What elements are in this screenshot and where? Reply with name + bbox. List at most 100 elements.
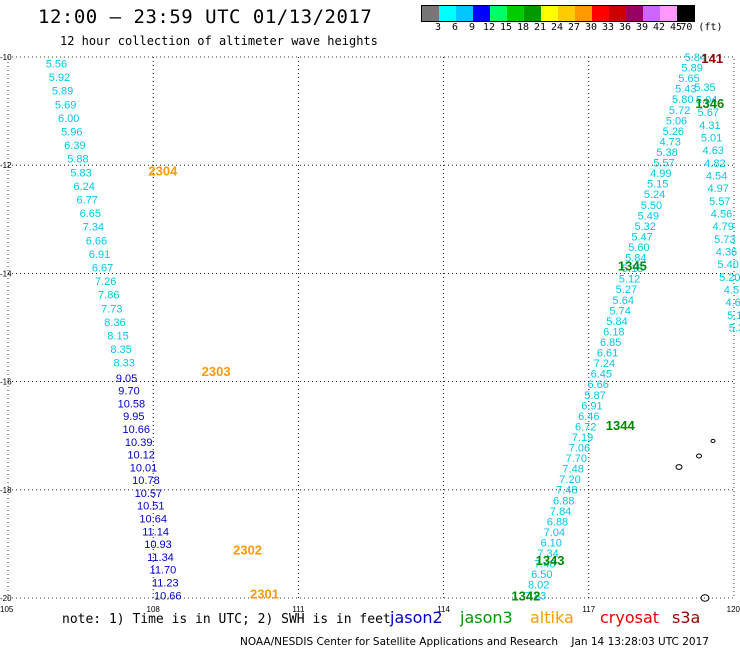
wave-height-value: 5.35: [694, 82, 715, 94]
colorbar-tick-label: 70 (ft): [680, 22, 723, 33]
wave-height-value: 5.72: [669, 105, 690, 117]
colorbar-tick-label: 33: [601, 22, 615, 33]
colorbar-tick-label: 21: [533, 22, 547, 33]
colorbar-tick-label: 12: [482, 22, 496, 33]
wave-height-value: 7.84: [550, 506, 571, 518]
wave-height-value: 5.38: [656, 147, 677, 159]
wave-height-value: 6.85: [600, 337, 621, 349]
wave-height-value: 5.84: [625, 253, 646, 265]
wave-height-value: 4.79: [712, 221, 733, 233]
legend-item-s3a: s3a: [672, 608, 701, 627]
lat-tick-label: -14: [0, 269, 12, 278]
lon-tick-label: 111: [292, 605, 305, 614]
wave-height-value: 5.15: [647, 179, 668, 191]
wave-height-value: 5.43: [675, 84, 696, 96]
pass-number-label: 1346: [695, 96, 724, 111]
wave-height-value: 7.19: [572, 432, 593, 444]
wave-height-value: 4.5: [724, 284, 739, 296]
lon-tick-label: 120: [727, 605, 740, 614]
island-outline: [710, 438, 716, 444]
colorbar-swatch: [507, 6, 524, 21]
colorbar-tick-label: 36: [618, 22, 632, 33]
wave-height-value: 10.58: [118, 398, 146, 410]
colorbar-swatch: [439, 6, 456, 21]
pass-number-label: 2301: [250, 587, 279, 602]
legend-item-cryosat: cryosat: [600, 608, 660, 627]
colorbar-swatch: [626, 6, 643, 21]
wave-height-value: 5.74: [609, 305, 630, 317]
wave-height-value: 9.05: [116, 373, 137, 385]
wave-height-value: 5.47: [631, 231, 652, 243]
pass-number-label: 1344: [606, 418, 636, 433]
wave-height-value: 7.48: [556, 485, 577, 497]
colorbar-tick-label: 18: [516, 22, 530, 33]
wave-height-value: 5.50: [641, 200, 662, 212]
wave-height-value: 5.20: [719, 272, 740, 284]
wave-height-value: 4.97: [707, 183, 728, 195]
wave-height-value: 5.49: [638, 210, 659, 222]
wave-height-value: 7.86: [98, 290, 119, 302]
colorbar-tick-label: 45: [669, 22, 683, 33]
lon-tick-label: 114: [437, 605, 450, 614]
wave-height-value: 5.60: [628, 242, 649, 254]
colorbar-tick-label: 27: [567, 22, 581, 33]
wave-height-value: 8.33: [113, 358, 134, 370]
wave-height-value: 5.84: [685, 52, 706, 64]
wave-height-value: 5.89: [52, 86, 73, 98]
colorbar-tick-label: 3: [434, 22, 442, 33]
wave-height-value: 5.04: [696, 94, 717, 106]
wave-height-value: 5.92: [49, 72, 70, 84]
wave-height-value: 7.04: [544, 527, 565, 539]
wave-height-value: 4.36: [716, 246, 737, 258]
wave-height-value: 6.77: [76, 194, 97, 206]
island-outline: [700, 594, 710, 602]
wave-height-value: 6.39: [64, 140, 85, 152]
wave-height-value: 6.61: [597, 348, 618, 360]
units-note: note: 1) Time is in UTC; 2) SWH is in fe…: [62, 612, 391, 627]
wave-height-value: 8.15: [107, 330, 128, 342]
wave-height-value: 5.06: [666, 115, 687, 127]
colorbar-swatch: [643, 6, 660, 21]
wave-height-colorbar: [421, 5, 695, 22]
wave-height-value: 5.12: [619, 274, 640, 286]
colorbar-tick-label: 6: [451, 22, 459, 33]
wave-height-value: 7.70: [566, 453, 587, 465]
legend-item-jason3: jason3: [460, 608, 513, 627]
colorbar-swatch: [541, 6, 558, 21]
lon-tick-label: 117: [582, 605, 595, 614]
wave-height-value: 7.48: [562, 464, 583, 476]
wave-height-value: 5.01: [701, 132, 722, 144]
wave-height-value: 6.65: [80, 208, 101, 220]
wave-height-value: 6.18: [603, 326, 624, 338]
wave-height-value: 10.01: [130, 462, 158, 474]
wave-height-value: 6.67: [92, 262, 113, 274]
pass-number-label: 1342: [511, 588, 540, 603]
wave-height-value: 5.64: [613, 295, 634, 307]
wave-height-value: 6.00: [58, 113, 79, 125]
map-title: 12:00 – 23:59 UTC 01/13/2017: [38, 6, 373, 28]
wave-height-value: 6.66: [587, 379, 608, 391]
lat-tick-label: -20: [0, 594, 12, 603]
wave-height-value: 6.46: [578, 411, 599, 423]
wave-height-value: 11.34: [147, 552, 174, 564]
wave-height-value: 5.87: [584, 390, 605, 402]
wave-height-value: 8.36: [104, 317, 125, 329]
map-subtitle: 12 hour collection of altimeter wave hei…: [60, 34, 378, 48]
wave-height-value: 5.80: [672, 94, 693, 106]
wave-height-value: 5.89: [681, 63, 702, 75]
wave-height-value: 5.27: [616, 284, 637, 296]
wave-height-value: 6.10: [541, 538, 562, 550]
colorbar-swatch: [524, 6, 541, 21]
colorbar-swatch: [592, 6, 609, 21]
colorbar-swatch: [660, 6, 677, 21]
colorbar-tick-label: 30: [584, 22, 598, 33]
colorbar-swatch: [609, 6, 626, 21]
wave-height-value: 4.82: [704, 158, 725, 170]
wave-height-value: 7.48: [534, 559, 555, 571]
wave-height-value: 6.45: [591, 369, 612, 381]
wave-height-value: 11.70: [150, 565, 177, 577]
colorbar-swatch: [422, 6, 439, 21]
lon-tick-label: 108: [147, 605, 161, 614]
wave-height-value: 6.24: [73, 181, 94, 193]
